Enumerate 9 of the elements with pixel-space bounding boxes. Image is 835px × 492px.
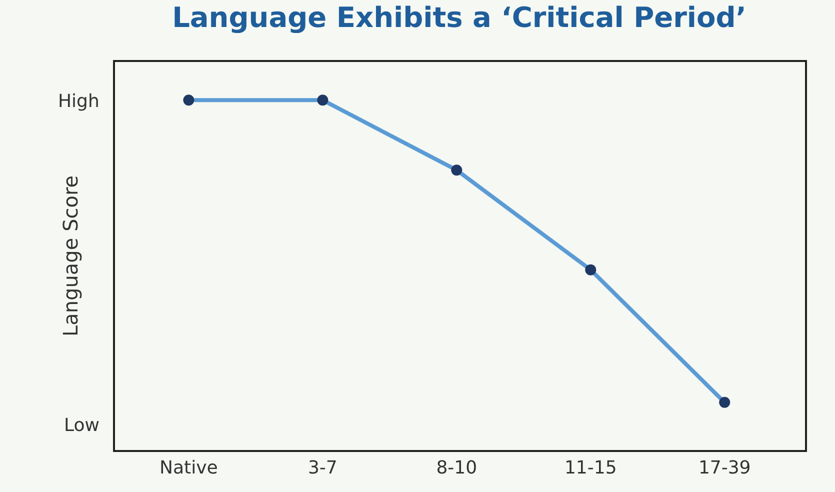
text: High (58, 91, 100, 112)
y-axis-title: Language Score (58, 175, 82, 337)
text: Low (64, 415, 100, 436)
x-tick-label: Native (160, 457, 218, 478)
x-tick-label: 8-10 (436, 457, 478, 478)
x-tick-label: 11-15 (564, 457, 617, 478)
x-tick-label: 17-39 (698, 457, 751, 478)
chart-title: Language Exhibits a ‘Critical Period’ (172, 0, 746, 34)
x-tick-label: 3-7 (308, 457, 338, 478)
